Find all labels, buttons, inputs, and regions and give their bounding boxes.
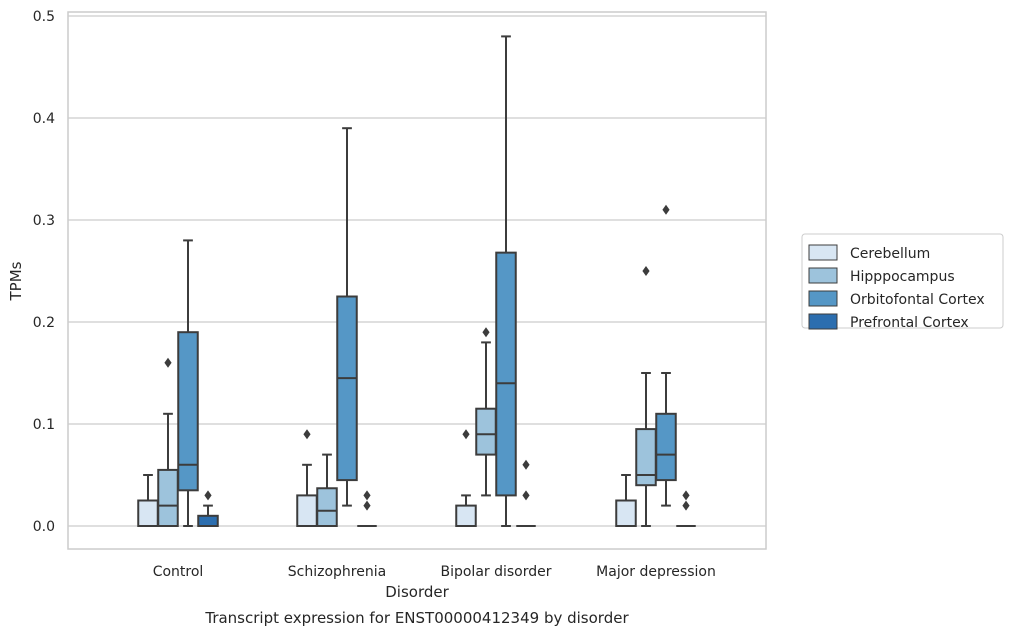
x-tick-label: Bipolar disorder — [440, 564, 551, 580]
box-body — [296, 494, 318, 527]
outlier-point — [682, 490, 690, 501]
box-body — [336, 295, 358, 482]
outlier-point — [522, 459, 530, 470]
legend-frame — [801, 233, 1004, 329]
legend-swatch — [808, 244, 838, 261]
box-body — [157, 468, 179, 527]
outlier-point — [204, 490, 212, 501]
x-tick-label: Control — [153, 564, 204, 580]
box-orbitofontal-cortex — [655, 204, 677, 507]
box-cerebellum — [137, 474, 159, 527]
y-tick-label: 0.1 — [33, 417, 55, 433]
box-body — [455, 504, 477, 528]
box-body — [615, 499, 637, 527]
outlier-point — [462, 429, 470, 440]
outlier-point — [164, 357, 172, 368]
y-tick-label: 0.0 — [33, 519, 55, 535]
box-hipppocampus — [475, 327, 497, 497]
box-cerebellum — [455, 429, 477, 528]
outlier-point — [682, 500, 690, 511]
box-orbitofontal-cortex — [495, 35, 517, 527]
outlier-point — [303, 429, 311, 440]
box-hipppocampus — [635, 266, 657, 527]
box-cerebellum — [296, 429, 318, 527]
x-axis-ticks: Control Schizophrenia Bipolar disorder Majo… — [153, 564, 716, 580]
box-hipppocampus — [157, 357, 179, 527]
outlier-point — [482, 327, 490, 338]
y-axis-ticks: 0.0 0.1 0.2 0.3 0.4 0.5 — [33, 9, 55, 535]
box-body — [177, 331, 199, 492]
y-tick-label: 0.2 — [33, 315, 55, 331]
x-tick-label: Schizophrenia — [288, 564, 386, 580]
x-axis-label: Disorder — [385, 583, 449, 601]
plot-frame — [67, 11, 767, 550]
box-body — [137, 499, 159, 527]
legend: Cerebellum Hipppocampus Orbitofontal Corte… — [801, 233, 1004, 331]
outlier-point — [662, 204, 670, 215]
x-tick-label: Major depression — [596, 564, 716, 580]
legend-swatch — [808, 313, 838, 330]
box-prefrontal-cortex — [357, 490, 377, 527]
chart-title: Transcript expression for ENST0000041234… — [204, 609, 629, 627]
box-series-layer — [137, 35, 696, 528]
y-axis-label: TPMs — [7, 261, 25, 301]
legend-label: Cerebellum — [850, 246, 930, 262]
y-tick-label: 0.4 — [33, 111, 55, 127]
y-tick-label: 0.3 — [33, 213, 55, 229]
y-tick-label: 0.5 — [33, 9, 55, 25]
box-body — [495, 251, 517, 497]
box-orbitofontal-cortex — [177, 239, 199, 527]
box-prefrontal-cortex — [516, 459, 536, 527]
legend-label: Orbitofontal Cortex — [850, 292, 985, 308]
box-hipppocampus — [316, 453, 338, 528]
box-body — [316, 487, 338, 528]
legend-label: Prefrontal Cortex — [850, 315, 969, 331]
box-body — [475, 407, 497, 456]
box-prefrontal-cortex — [197, 490, 219, 527]
outlier-point — [363, 500, 371, 511]
box-body — [635, 428, 657, 487]
box-cerebellum — [615, 474, 637, 527]
box-body — [197, 514, 219, 527]
outlier-point — [522, 490, 530, 501]
legend-swatch — [808, 267, 838, 284]
legend-label: Hipppocampus — [850, 269, 955, 285]
legend-swatch — [808, 290, 838, 307]
outlier-point — [363, 490, 371, 501]
box-prefrontal-cortex — [676, 490, 696, 527]
outlier-point — [642, 266, 650, 276]
box-body — [655, 412, 677, 482]
box-orbitofontal-cortex — [336, 127, 358, 507]
